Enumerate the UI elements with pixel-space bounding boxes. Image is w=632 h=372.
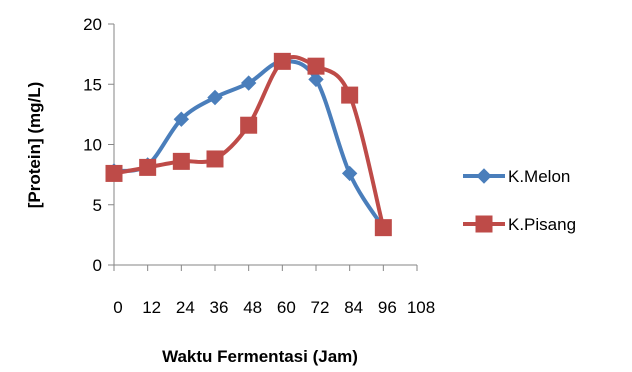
data-point: [173, 111, 190, 127]
y-ticks: 0 5 10 15 20: [83, 15, 114, 275]
legend: K.Melon K.Pisang: [463, 167, 576, 234]
y-tick-label: 15: [83, 75, 102, 94]
x-tick-label: 36: [210, 298, 229, 317]
x-tick-label: 96: [378, 298, 397, 317]
legend-item: K.Melon: [463, 167, 570, 186]
x-axis-title: Waktu Fermentasi (Jam): [162, 347, 358, 366]
x-tick-label: 12: [142, 298, 161, 317]
y-tick-label: 10: [83, 136, 102, 155]
series-k-melon: [106, 53, 392, 236]
data-point: [273, 52, 291, 70]
data-point: [105, 164, 123, 182]
y-tick-label: 5: [93, 196, 102, 215]
legend-swatch-marker: [476, 168, 492, 184]
y-axis-title: [Protein] (mg/L): [25, 82, 44, 209]
data-point: [207, 89, 223, 106]
x-tick-label: 108: [407, 298, 435, 317]
axes: [113, 24, 417, 266]
data-point: [341, 86, 359, 104]
x-tick-label: 0: [113, 298, 122, 317]
series-k-pisang: [105, 52, 392, 237]
x-tick-label: 72: [311, 298, 330, 317]
data-point: [307, 57, 325, 75]
legend-swatch-marker: [475, 215, 493, 233]
data-point: [240, 75, 257, 91]
series-group: [105, 52, 392, 237]
x-ticks: 0 12 24 36 48 60 72 84 96 108: [113, 265, 435, 317]
data-point: [206, 150, 224, 168]
y-tick-label: 0: [93, 256, 102, 275]
x-tick-label: 84: [344, 298, 363, 317]
data-point: [139, 158, 157, 176]
legend-label: K.Melon: [508, 167, 570, 186]
data-point: [172, 152, 190, 170]
data-point: [374, 219, 392, 237]
data-point: [308, 71, 324, 88]
data-point: [341, 165, 358, 182]
legend-item: K.Pisang: [463, 215, 576, 234]
data-point: [240, 116, 258, 134]
x-tick-label: 24: [176, 298, 195, 317]
y-tick-label: 20: [83, 15, 102, 34]
x-tick-label: 60: [277, 298, 296, 317]
legend-label: K.Pisang: [508, 215, 576, 234]
x-tick-label: 48: [243, 298, 262, 317]
